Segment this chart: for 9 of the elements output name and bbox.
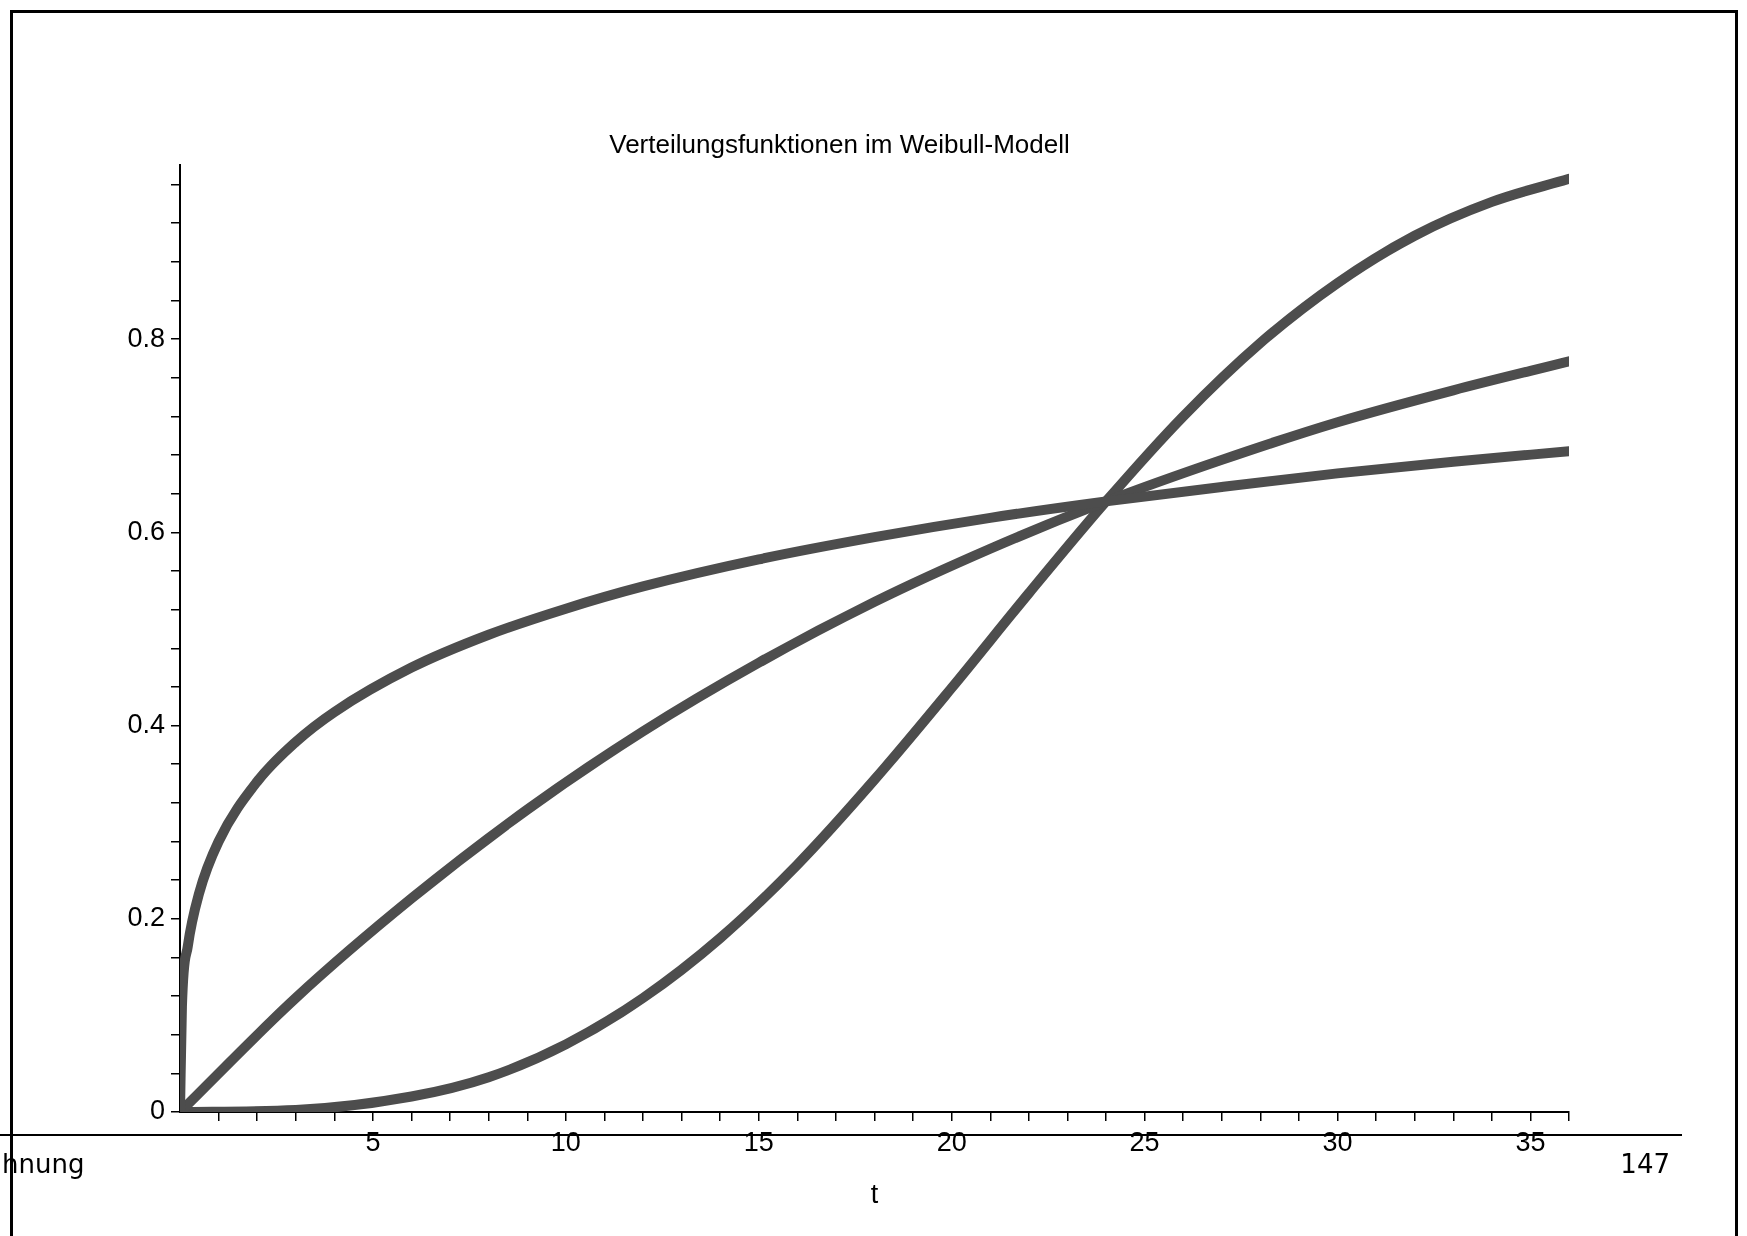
y-tick-label: 0 — [149, 1095, 165, 1126]
y-tick-label: 0.4 — [127, 709, 165, 739]
x-tick-label: 5 — [365, 1126, 381, 1157]
y-tick-label: 0.2 — [127, 902, 165, 933]
text: 147 — [1620, 1148, 1670, 1179]
x-axis-title: t — [870, 1179, 879, 1210]
y-tick-label: 0.6 — [127, 515, 165, 546]
y-tick-label: 0.8 — [127, 322, 165, 353]
chart-title: Verteilungsfunktionen im Weibull-Modell — [609, 128, 1070, 159]
